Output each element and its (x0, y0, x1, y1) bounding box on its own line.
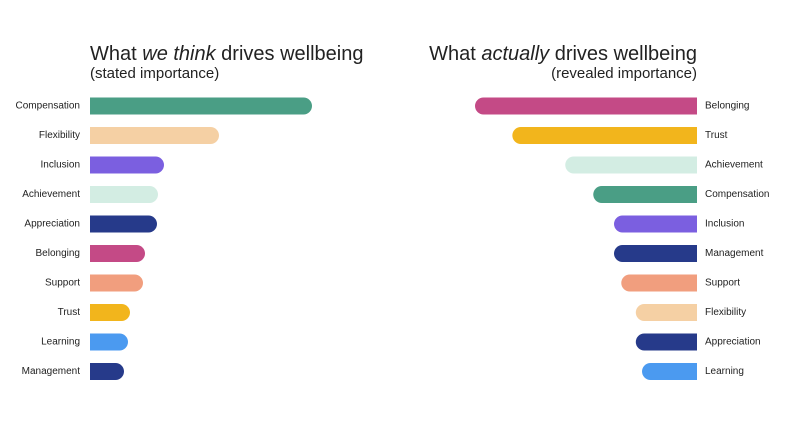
bar (614, 245, 697, 262)
category-label: Achievement (705, 160, 763, 171)
category-label: Inclusion (705, 219, 744, 230)
bar (621, 274, 697, 292)
category-label: Support (45, 278, 80, 289)
bar (90, 304, 130, 321)
category-label: Appreciation (24, 219, 80, 230)
category-label: Trust (58, 307, 81, 318)
bar (90, 156, 164, 174)
chart-subtitle: (revealed importance) (551, 65, 697, 82)
bar (635, 333, 697, 351)
bar (90, 97, 312, 115)
category-label: Appreciation (705, 337, 761, 348)
bar (475, 97, 697, 115)
category-label: Learning (705, 366, 744, 377)
category-label: Flexibility (705, 307, 746, 318)
bar (593, 186, 697, 203)
category-label: Achievement (22, 189, 80, 200)
title-part: What (429, 43, 481, 65)
bar (90, 127, 219, 144)
category-label: Flexibility (39, 130, 80, 141)
title-part: we think (142, 43, 216, 65)
category-label: Management (705, 248, 764, 259)
chart-subtitle: (stated importance) (90, 65, 219, 82)
title-part: actually (481, 43, 550, 65)
bar (90, 186, 158, 203)
bar (565, 156, 697, 174)
bar (90, 274, 143, 292)
category-label: Belonging (705, 101, 749, 112)
category-label: Management (22, 366, 81, 377)
category-label: Support (705, 278, 740, 289)
bar (635, 304, 697, 321)
category-label: Belonging (36, 248, 80, 259)
category-label: Learning (41, 337, 80, 348)
bar (90, 245, 146, 262)
title-part: What (90, 43, 142, 65)
chart-title: What we think drives wellbeing (90, 43, 363, 65)
category-label: Compensation (705, 189, 769, 200)
bar (614, 215, 697, 233)
bar (512, 127, 697, 144)
bar (90, 215, 157, 233)
bar (642, 363, 697, 380)
bar (90, 363, 124, 380)
title-part: drives wellbeing (549, 43, 697, 65)
category-label: Compensation (16, 101, 80, 112)
category-label: Trust (705, 130, 728, 141)
category-label: Inclusion (41, 160, 80, 171)
chart-title: What actually drives wellbeing (429, 43, 697, 65)
title-part: drives wellbeing (216, 43, 364, 65)
bar (90, 333, 128, 351)
